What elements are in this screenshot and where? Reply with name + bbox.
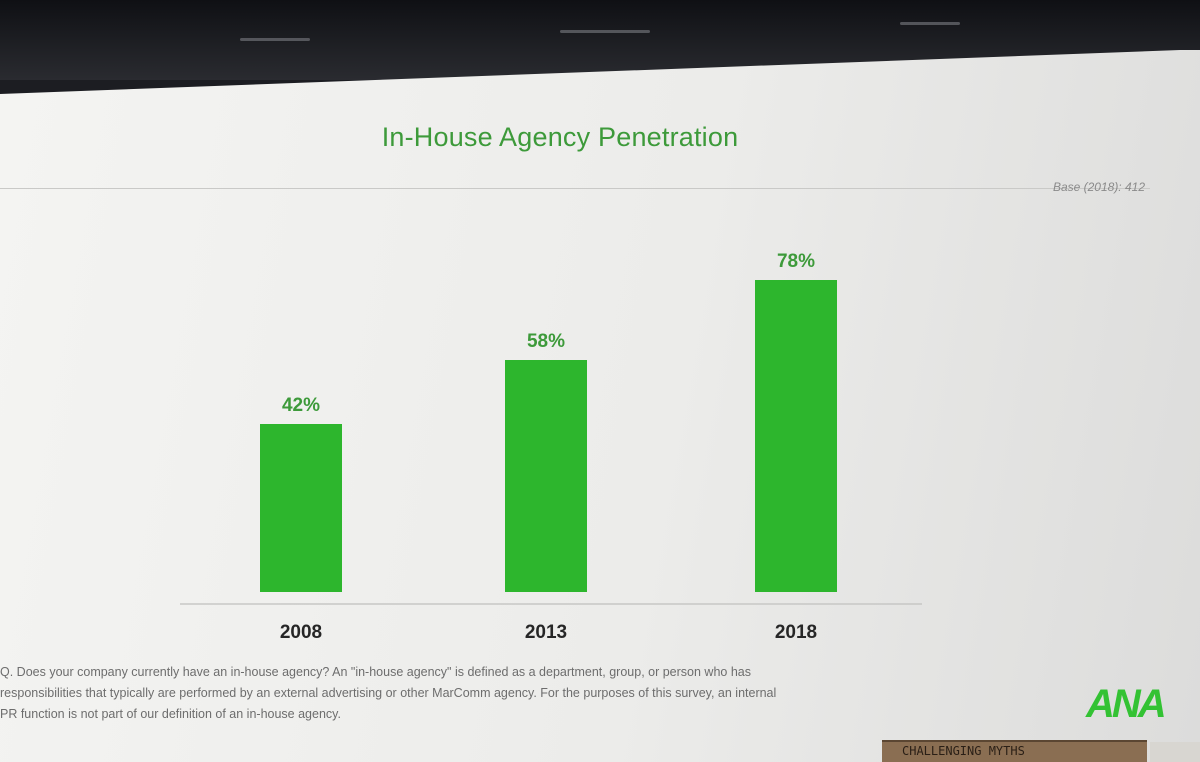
value-label-2018: 78% <box>777 251 815 272</box>
value-label-2013: 58% <box>527 331 565 352</box>
base-note: Base (2018): 412 <box>1052 180 1145 194</box>
bar-2008 <box>260 424 342 592</box>
bar-2018 <box>755 280 837 592</box>
ceiling-light-streak <box>900 22 960 25</box>
value-label-2008: 42% <box>282 395 320 416</box>
ana-logo: ANA <box>1086 682 1167 726</box>
bar-2013 <box>505 360 587 592</box>
tick-label-2008: 2008 <box>280 622 322 643</box>
title-divider <box>0 188 1150 189</box>
projected-slide <box>0 50 1200 762</box>
bars <box>260 280 837 592</box>
ceiling-light-streak <box>240 38 310 41</box>
podium-placard <box>1150 742 1200 762</box>
survey-question-footnote: Q. Does your company currently have an i… <box>0 665 777 721</box>
tick-label-2013: 2013 <box>525 622 567 643</box>
podium-sign: CHALLENGING MYTHS <box>882 740 1147 762</box>
slide-title: In-House Agency Penetration <box>381 122 739 152</box>
value-labels: 42% 58% 78% <box>282 251 815 416</box>
tick-label-2018: 2018 <box>775 622 817 643</box>
ceiling-light-streak <box>560 30 650 33</box>
podium-sign-text: CHALLENGING MYTHS <box>902 744 1025 758</box>
x-axis-tick-labels: 2008 2013 2018 <box>280 622 817 643</box>
